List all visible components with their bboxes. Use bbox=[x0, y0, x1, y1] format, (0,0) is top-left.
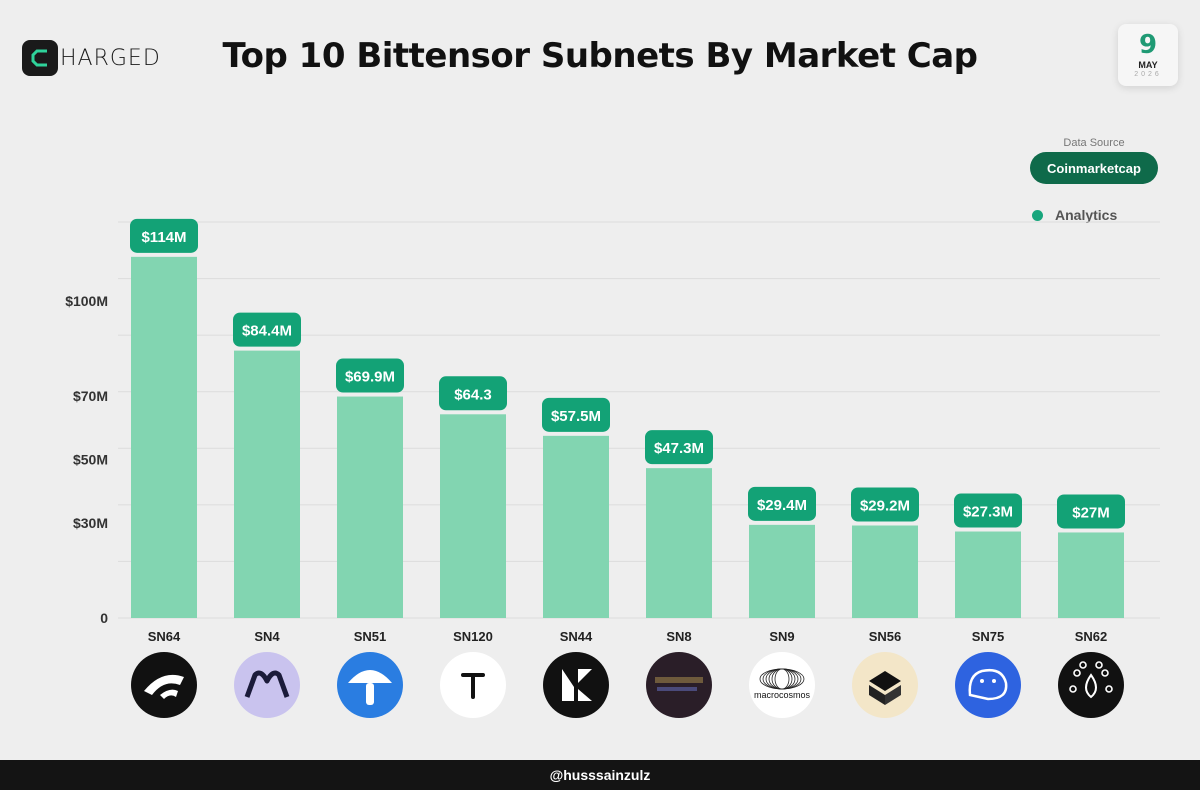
legend: Analytics bbox=[1032, 207, 1117, 223]
category-label: SN62 bbox=[1075, 629, 1108, 644]
bar-sn75 bbox=[955, 531, 1021, 618]
data-source-button[interactable]: Coinmarketcap bbox=[1030, 152, 1158, 184]
category-label: SN120 bbox=[453, 629, 493, 644]
mushroom-icon bbox=[337, 652, 403, 718]
data-label-bg bbox=[748, 486, 816, 521]
bar-sn64 bbox=[131, 256, 197, 618]
category-label: SN8 bbox=[666, 629, 691, 644]
t-icon bbox=[440, 652, 506, 718]
category-label: SN44 bbox=[560, 629, 593, 644]
cube-icon bbox=[852, 652, 918, 718]
data-label-bg bbox=[439, 376, 507, 411]
data-label-bg bbox=[336, 358, 404, 393]
date-badge: 9 MAY 2026 bbox=[1118, 24, 1178, 86]
data-label: $64.3 bbox=[454, 386, 492, 403]
bar-sn8 bbox=[646, 468, 712, 618]
y-tick-label: $30M bbox=[73, 515, 108, 531]
data-label-bg bbox=[954, 493, 1022, 528]
taoshi-icon bbox=[646, 652, 712, 718]
legend-label: Analytics bbox=[1055, 207, 1118, 223]
score-icon bbox=[543, 652, 609, 718]
drops-icon bbox=[1058, 652, 1124, 718]
date-month: MAY bbox=[1138, 60, 1158, 70]
data-label: $57.5M bbox=[551, 408, 601, 425]
data-label: $27.3M bbox=[963, 504, 1013, 521]
data-label: $29.4M bbox=[757, 497, 807, 514]
date-day: 9 bbox=[1138, 30, 1158, 60]
data-label-bg bbox=[645, 430, 713, 465]
footer-bar: @husssainzulz bbox=[0, 760, 1200, 790]
c-logo-icon bbox=[31, 49, 47, 67]
bar-sn9 bbox=[749, 524, 815, 618]
data-source-label: Data Source bbox=[1063, 137, 1125, 149]
data-label-bg bbox=[130, 218, 198, 253]
bar-sn62 bbox=[1058, 532, 1124, 618]
category-label: SN9 bbox=[769, 629, 794, 644]
data-label-bg bbox=[233, 312, 301, 347]
y-tick-label: $50M bbox=[73, 452, 108, 468]
hippius-icon bbox=[955, 652, 1021, 718]
data-label-bg bbox=[1057, 494, 1125, 529]
y-tick-label: $70M bbox=[73, 388, 108, 404]
logo-mark bbox=[22, 40, 58, 76]
data-label: $27M bbox=[1072, 504, 1110, 521]
category-label: SN51 bbox=[354, 629, 387, 644]
y-tick-label: 0 bbox=[100, 610, 108, 626]
targon-icon bbox=[234, 652, 300, 718]
category-label: SN75 bbox=[972, 629, 1005, 644]
data-label: $29.2M bbox=[860, 497, 910, 514]
date-year: 2026 bbox=[1134, 71, 1162, 78]
brand-logo: HARGED bbox=[22, 40, 161, 76]
data-label-bg bbox=[542, 397, 610, 432]
data-label: $114M bbox=[141, 229, 186, 246]
bar-sn44 bbox=[543, 435, 609, 618]
footer-handle: @husssainzulz bbox=[549, 767, 651, 783]
bar-sn51 bbox=[337, 396, 403, 618]
bar-chart: 0 $30M $50M $70M $100M $114M SN64 $84.4M SN4 $69.… bbox=[65, 218, 1160, 718]
y-tick-label: $100M bbox=[65, 293, 108, 309]
macrocosmos-icon: macrocosmos bbox=[749, 652, 815, 718]
logo-text: HARGED bbox=[60, 45, 161, 71]
chart-title: Top 10 Bittensor Subnets By Market Cap bbox=[222, 36, 978, 76]
legend-dot-icon bbox=[1032, 209, 1043, 221]
category-label: SN64 bbox=[148, 629, 181, 644]
data-label: $69.9M bbox=[345, 369, 395, 386]
svg-text:macrocosmos: macrocosmos bbox=[754, 690, 811, 700]
bar-sn56 bbox=[852, 525, 918, 618]
data-label: $47.3M bbox=[654, 440, 704, 457]
category-label: SN4 bbox=[254, 629, 280, 644]
bar-sn4 bbox=[234, 350, 300, 618]
chutes-icon bbox=[131, 652, 197, 718]
data-label-bg bbox=[851, 487, 919, 522]
bar-sn120 bbox=[440, 414, 506, 618]
category-label: SN56 bbox=[869, 629, 902, 644]
data-label: $84.4M bbox=[242, 323, 292, 340]
